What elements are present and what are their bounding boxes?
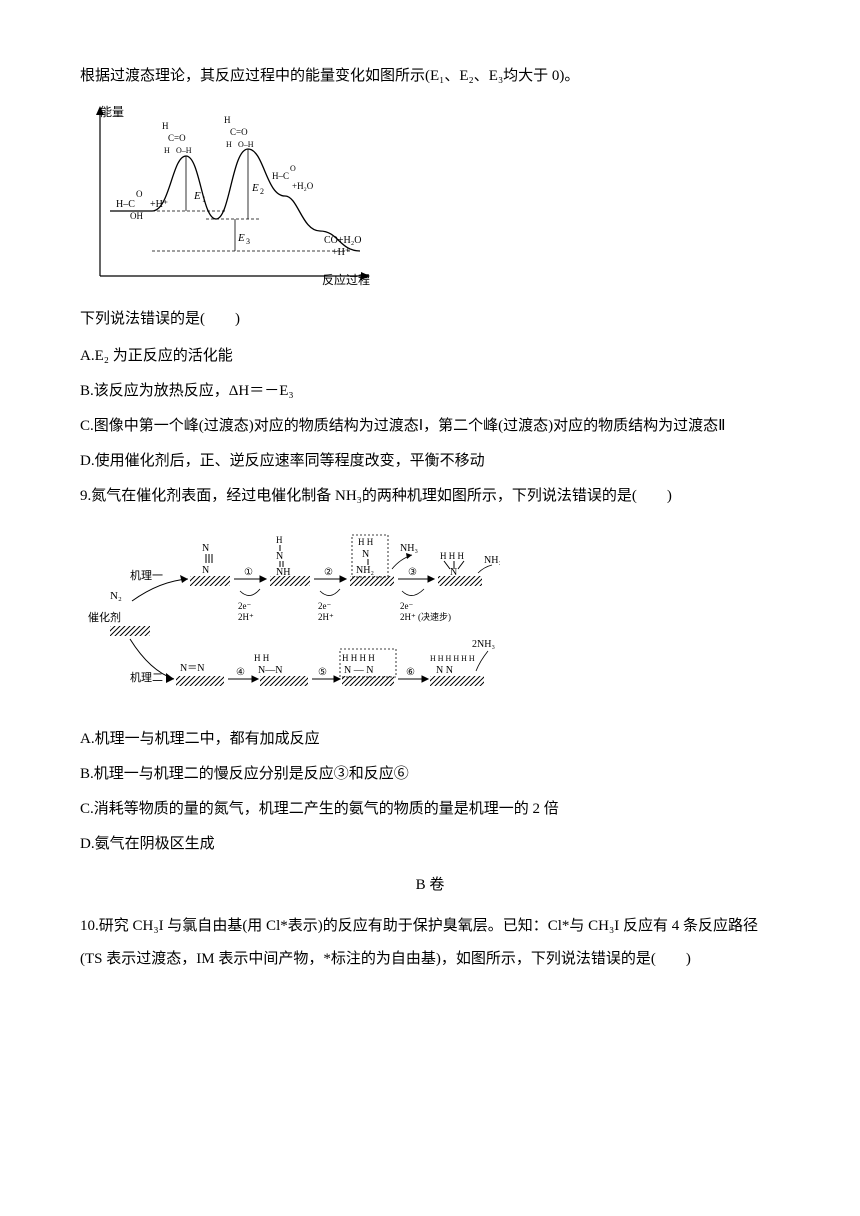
energy-diagram-figure: E1 E2 E3 H–C O OH +H⁺ H C=O O–H H H C=O … xyxy=(80,101,780,291)
svg-text:N: N xyxy=(202,543,209,554)
svg-text:催化剂: 催化剂 xyxy=(88,610,121,624)
section-b-title: B 卷 xyxy=(80,869,780,902)
svg-text:N＝N: N＝N xyxy=(180,663,204,674)
svg-text:NH₂: NH₂ xyxy=(356,565,374,576)
x-axis-label: 反应过程 xyxy=(322,267,370,293)
q8-option-d: D.使用催化剂后，正、逆反应速率同等程度改变，平衡不移动 xyxy=(80,445,780,478)
mechanism-diagram-figure: N₂ N N H N NH H H N NH₂ NH₃ H H H xyxy=(80,521,780,711)
svg-text:H–C: H–C xyxy=(116,199,135,210)
svg-text:H H H: H H H xyxy=(440,551,464,561)
svg-text:机理一: 机理一 xyxy=(130,568,163,582)
q8-option-a: A.E₂ 为正反应的活化能 xyxy=(80,340,780,373)
svg-text:N: N xyxy=(276,551,283,562)
svg-text:H: H xyxy=(164,146,170,155)
svg-text:2H⁺: 2H⁺ xyxy=(238,612,254,622)
q8-option-c: C.图像中第一个峰(过渡态)对应的物质结构为过渡态Ⅰ，第二个峰(过渡态)对应的物… xyxy=(80,410,780,443)
mechanism-svg: N₂ N N H N NH H H N NH₂ NH₃ H H H xyxy=(80,521,500,711)
svg-text:3: 3 xyxy=(246,237,250,246)
svg-text:H H: H H xyxy=(254,653,270,663)
q8-stem: 下列说法错误的是( ) xyxy=(80,303,780,336)
q8-option-b: B.该反应为放热反应，ΔH＝－E₃ xyxy=(80,375,780,408)
svg-text:①: ① xyxy=(244,567,253,578)
svg-text:N: N xyxy=(362,549,369,560)
svg-text:⑤: ⑤ xyxy=(318,667,327,678)
svg-text:N — N: N — N xyxy=(344,665,373,676)
svg-text:2NH₃: 2NH₃ xyxy=(472,639,495,650)
svg-text:+H₂O: +H₂O xyxy=(292,181,314,191)
svg-text:E: E xyxy=(237,232,245,244)
svg-text:O: O xyxy=(136,189,143,199)
svg-text:OH: OH xyxy=(130,211,143,221)
q10-stem: 10.研究 CH₃I 与氯自由基(用 Cl*表示)的反应有助于保护臭氧层。已知：… xyxy=(80,910,780,976)
svg-text:O: O xyxy=(290,164,296,173)
svg-text:2e⁻: 2e⁻ xyxy=(318,601,331,611)
svg-text:2H⁺: 2H⁺ xyxy=(318,612,334,622)
svg-text:2: 2 xyxy=(260,187,264,196)
q9-option-b: B.机理一与机理二的慢反应分别是反应③和反应⑥ xyxy=(80,758,780,791)
svg-text:H: H xyxy=(276,535,283,545)
q9-option-d: D.氨气在阴极区生成 xyxy=(80,828,780,861)
svg-text:N: N xyxy=(202,565,209,576)
svg-text:H: H xyxy=(162,121,169,131)
mech1-blocks xyxy=(190,576,482,586)
svg-text:2e⁻: 2e⁻ xyxy=(238,601,251,611)
svg-text:E: E xyxy=(251,182,259,194)
svg-text:CO+H₂O: CO+H₂O xyxy=(324,235,361,246)
mech2-blocks xyxy=(176,676,484,686)
svg-text:H H H H: H H H H xyxy=(342,653,375,663)
svg-text:2e⁻: 2e⁻ xyxy=(400,601,413,611)
svg-text:H: H xyxy=(226,140,232,149)
svg-text:②: ② xyxy=(324,567,333,578)
svg-text:1: 1 xyxy=(202,195,206,204)
q9-option-a: A.机理一与机理二中，都有加成反应 xyxy=(80,723,780,756)
svg-text:③: ③ xyxy=(408,567,417,578)
svg-text:N N: N N xyxy=(436,665,453,676)
svg-text:H–C: H–C xyxy=(272,171,289,181)
svg-text:H H: H H xyxy=(358,537,374,547)
y-axis-label: 能量 xyxy=(100,99,124,125)
svg-text:N₂: N₂ xyxy=(110,590,122,602)
svg-text:机理二: 机理二 xyxy=(130,670,163,684)
svg-text:C=O: C=O xyxy=(230,127,248,137)
svg-text:2H⁺ (决速步): 2H⁺ (决速步) xyxy=(400,611,451,622)
svg-text:H H H H H H: H H H H H H xyxy=(430,654,475,663)
svg-text:NH₃: NH₃ xyxy=(400,543,418,554)
svg-text:④: ④ xyxy=(236,667,245,678)
svg-text:O–H: O–H xyxy=(238,140,254,149)
svg-text:⑥: ⑥ xyxy=(406,667,415,678)
svg-text:N: N xyxy=(450,567,457,578)
intro-text: 根据过渡态理论，其反应过程中的能量变化如图所示(E₁、E₂、E₃均大于 0)。 xyxy=(80,60,780,93)
svg-text:C=O: C=O xyxy=(168,133,186,143)
svg-text:+H⁺: +H⁺ xyxy=(150,199,168,210)
svg-text:O–H: O–H xyxy=(176,146,192,155)
svg-text:N—N: N—N xyxy=(258,665,282,676)
q9-option-c: C.消耗等物质的量的氮气，机理二产生的氨气的物质的量是机理一的 2 倍 xyxy=(80,793,780,826)
svg-text:NH₃: NH₃ xyxy=(484,555,500,566)
svg-text:H: H xyxy=(224,115,231,125)
energy-curve-svg: E1 E2 E3 H–C O OH +H⁺ H C=O O–H H H C=O … xyxy=(80,101,380,291)
svg-text:E: E xyxy=(193,190,201,202)
svg-text:NH: NH xyxy=(276,567,290,578)
svg-text:+H⁺: +H⁺ xyxy=(332,247,350,258)
q9-stem: 9.氮气在催化剂表面，经过电催化制备 NH₃的两种机理如图所示，下列说法错误的是… xyxy=(80,480,780,513)
